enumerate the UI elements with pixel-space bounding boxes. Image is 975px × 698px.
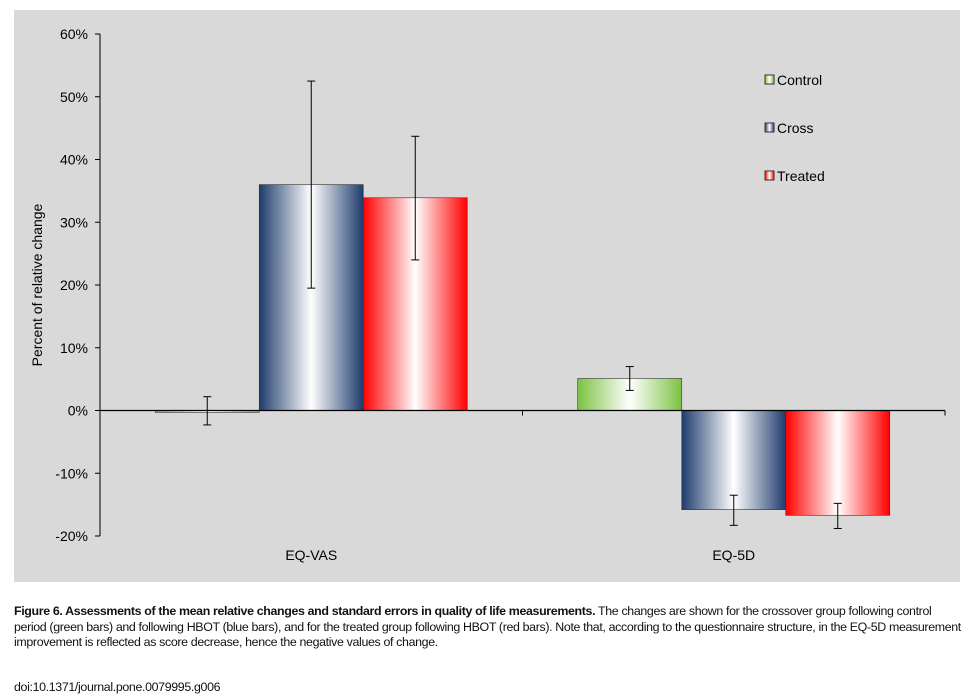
y-tick-label: 60%	[60, 26, 88, 42]
y-tick-label: -20%	[55, 528, 88, 544]
bar-treated	[785, 410, 891, 516]
x-tick-label: EQ-5D	[712, 547, 755, 563]
y-tick-label: -10%	[55, 465, 88, 481]
figure-caption: Figure 6. Assessments of the mean relati…	[14, 604, 964, 651]
bar-cross	[681, 410, 787, 510]
y-tick-label: 0%	[68, 403, 88, 419]
y-tick-label: 50%	[60, 89, 88, 105]
y-tick-label: 40%	[60, 152, 88, 168]
caption-body: The changes are shown for the crossover …	[14, 604, 961, 649]
legend-swatch-cross	[764, 122, 775, 133]
y-tick-label: 20%	[60, 277, 88, 293]
legend-label: Cross	[777, 120, 814, 136]
legend-label: Control	[777, 72, 822, 88]
y-axis-label: Percent of relative change	[29, 203, 45, 366]
y-tick-label: 30%	[60, 214, 88, 230]
legend-label: Treated	[777, 168, 825, 184]
y-tick-label: 10%	[60, 340, 88, 356]
bar-chart: -20% -10% 0% 10% 20% 30% 40% 50% 60% EQ-VAS EQ-5D C…	[14, 10, 960, 582]
legend-swatch-control	[764, 74, 775, 85]
doi: doi:10.1371/journal.pone.0079995.g006	[14, 680, 221, 694]
caption-title: Figure 6. Assessments of the mean relati…	[14, 604, 596, 618]
legend-swatch-treated	[764, 170, 775, 181]
x-tick-label: EQ-VAS	[285, 547, 337, 563]
